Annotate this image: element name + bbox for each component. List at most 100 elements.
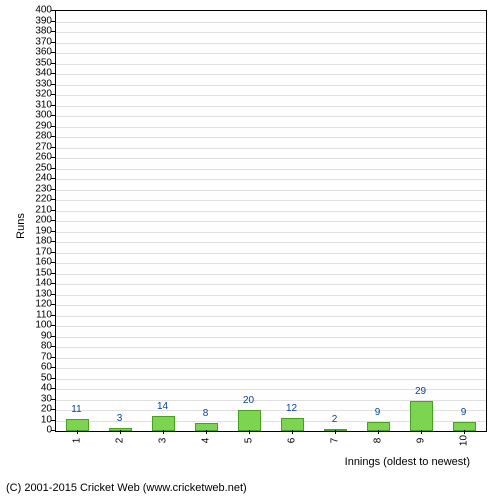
y-tick-mark [51, 157, 55, 158]
y-tick-label: 300 [22, 110, 52, 121]
y-tick-mark [51, 73, 55, 74]
y-tick-mark [51, 94, 55, 95]
y-tick-mark [51, 399, 55, 400]
grid-line [56, 295, 486, 296]
y-tick-mark [51, 252, 55, 253]
y-tick-mark [51, 84, 55, 85]
grid-line [56, 326, 486, 327]
bar-value-label: 14 [157, 401, 168, 412]
bar-value-label: 8 [203, 408, 209, 419]
bar-value-label: 12 [286, 403, 297, 414]
y-tick-label: 270 [22, 141, 52, 152]
grid-line [56, 148, 486, 149]
y-tick-mark [51, 178, 55, 179]
grid-line [56, 253, 486, 254]
grid-line [56, 85, 486, 86]
grid-line [56, 32, 486, 33]
grid-line [56, 95, 486, 96]
y-tick-mark [51, 420, 55, 421]
y-tick-label: 330 [22, 78, 52, 89]
y-tick-label: 190 [22, 225, 52, 236]
y-tick-label: 390 [22, 15, 52, 26]
y-tick-label: 320 [22, 89, 52, 100]
y-tick-label: 110 [22, 309, 52, 320]
y-tick-label: 150 [22, 267, 52, 278]
grid-line [56, 43, 486, 44]
x-tick-mark [249, 430, 250, 434]
y-tick-label: 230 [22, 183, 52, 194]
bar-value-label: 29 [415, 386, 426, 397]
y-tick-mark [51, 430, 55, 431]
y-tick-mark [51, 220, 55, 221]
plot-area [55, 10, 487, 432]
y-tick-mark [51, 388, 55, 389]
grid-line [56, 116, 486, 117]
x-tick-mark [120, 430, 121, 434]
y-tick-mark [51, 304, 55, 305]
grid-line [56, 74, 486, 75]
y-tick-label: 70 [22, 351, 52, 362]
grid-line [56, 284, 486, 285]
y-tick-mark [51, 189, 55, 190]
y-tick-label: 260 [22, 152, 52, 163]
grid-line [56, 232, 486, 233]
grid-line [56, 274, 486, 275]
grid-line [56, 137, 486, 138]
y-tick-label: 170 [22, 246, 52, 257]
grid-line [56, 106, 486, 107]
grid-line [56, 305, 486, 306]
bar-value-label: 3 [117, 413, 123, 424]
grid-line [56, 263, 486, 264]
grid-line [56, 169, 486, 170]
x-tick-mark [335, 430, 336, 434]
grid-line [56, 127, 486, 128]
y-tick-mark [51, 378, 55, 379]
grid-line [56, 53, 486, 54]
grid-line [56, 347, 486, 348]
y-tick-label: 10 [22, 414, 52, 425]
x-axis-label: Innings (oldest to newest) [345, 456, 470, 468]
x-tick-mark [163, 430, 164, 434]
y-tick-mark [51, 346, 55, 347]
y-tick-mark [51, 136, 55, 137]
y-tick-label: 160 [22, 257, 52, 268]
y-tick-label: 310 [22, 99, 52, 110]
y-tick-label: 370 [22, 36, 52, 47]
y-tick-label: 290 [22, 120, 52, 131]
bar [152, 416, 176, 431]
grid-line [56, 200, 486, 201]
y-tick-mark [51, 231, 55, 232]
grid-line [56, 22, 486, 23]
y-tick-mark [51, 21, 55, 22]
y-tick-mark [51, 241, 55, 242]
y-tick-label: 80 [22, 341, 52, 352]
y-tick-mark [51, 105, 55, 106]
grid-line [56, 190, 486, 191]
y-tick-mark [51, 409, 55, 410]
y-tick-label: 200 [22, 215, 52, 226]
y-tick-label: 340 [22, 68, 52, 79]
y-tick-label: 130 [22, 288, 52, 299]
grid-line [56, 158, 486, 159]
y-tick-mark [51, 262, 55, 263]
y-tick-mark [51, 168, 55, 169]
grid-line [56, 358, 486, 359]
y-tick-label: 250 [22, 162, 52, 173]
y-tick-label: 0 [22, 425, 52, 436]
y-tick-mark [51, 336, 55, 337]
y-tick-mark [51, 357, 55, 358]
bar [238, 410, 262, 431]
x-tick-mark [378, 430, 379, 434]
y-tick-label: 380 [22, 26, 52, 37]
y-tick-label: 180 [22, 236, 52, 247]
y-tick-label: 220 [22, 194, 52, 205]
y-tick-label: 100 [22, 320, 52, 331]
y-tick-mark [51, 367, 55, 368]
bar-value-label: 11 [71, 404, 81, 415]
y-tick-label: 360 [22, 47, 52, 58]
grid-line [56, 179, 486, 180]
grid-line [56, 316, 486, 317]
grid-line [56, 368, 486, 369]
y-tick-mark [51, 294, 55, 295]
x-tick-mark [77, 430, 78, 434]
